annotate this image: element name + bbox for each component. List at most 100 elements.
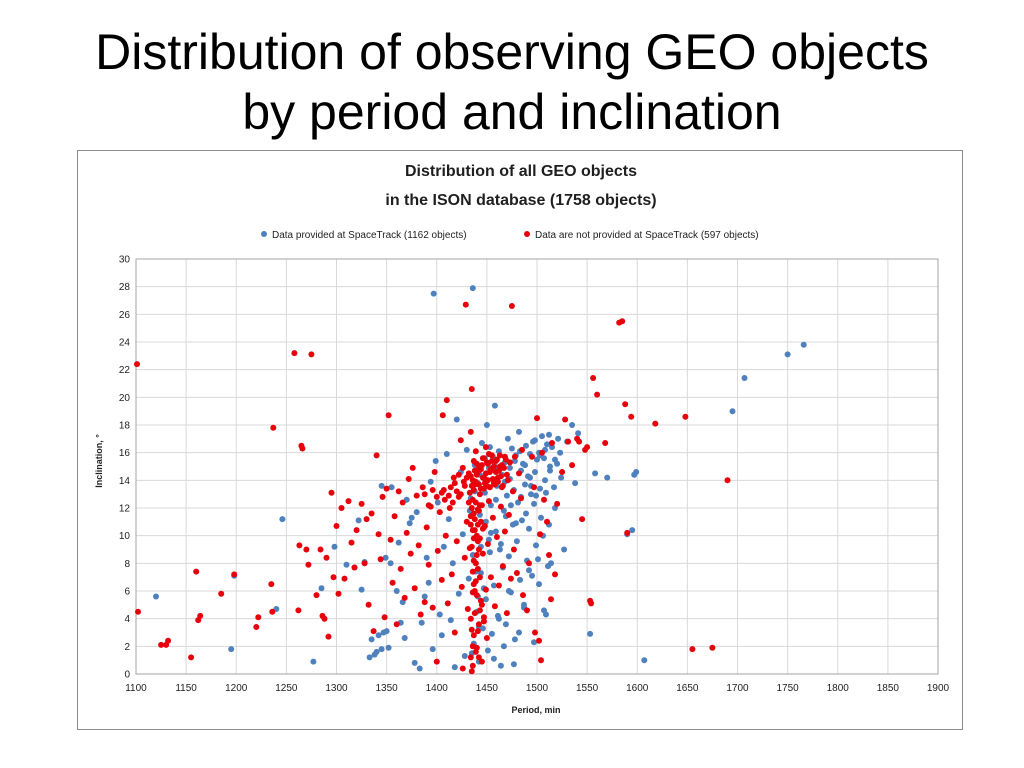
data-point: [558, 474, 565, 481]
data-point: [416, 665, 423, 672]
data-point: [308, 351, 315, 358]
data-point: [526, 525, 532, 532]
data-point: [724, 477, 731, 484]
data-point: [471, 516, 478, 523]
series-not-spacetrack: [134, 301, 731, 675]
data-point: [375, 632, 382, 639]
data-point: [709, 644, 716, 651]
data-point: [490, 655, 497, 662]
data-point: [533, 492, 539, 499]
data-point: [529, 453, 535, 460]
data-point: [533, 542, 539, 549]
x-tick-label: 1150: [175, 683, 197, 694]
x-tick-label: 1400: [426, 683, 449, 694]
data-point: [619, 318, 626, 325]
data-point: [395, 539, 402, 546]
data-point: [497, 503, 504, 510]
data-point: [449, 560, 456, 567]
data-point: [403, 529, 410, 536]
data-point: [503, 471, 510, 478]
data-point: [317, 546, 324, 553]
data-point: [549, 440, 555, 446]
data-point: [270, 424, 277, 431]
data-point: [385, 644, 392, 651]
data-point: [484, 647, 491, 654]
data-point: [682, 413, 689, 420]
data-point: [531, 484, 537, 491]
data-point: [475, 546, 482, 553]
data-point: [323, 554, 330, 561]
data-point: [536, 581, 542, 588]
data-point: [641, 657, 648, 664]
series-spacetrack: [153, 285, 807, 672]
data-point: [474, 565, 481, 572]
data-point: [461, 482, 468, 489]
data-point: [463, 474, 470, 481]
data-point: [373, 648, 380, 655]
data-point: [458, 583, 465, 590]
data-point: [153, 593, 159, 600]
data-point: [405, 476, 412, 482]
data-point: [587, 630, 594, 637]
data-point: [188, 654, 195, 661]
data-point: [516, 629, 522, 636]
data-point: [488, 458, 495, 464]
data-point: [522, 481, 528, 488]
data-point: [541, 496, 547, 503]
data-point: [451, 664, 458, 671]
x-tick-label: 1500: [526, 683, 549, 694]
data-point: [506, 459, 513, 466]
data-point: [321, 615, 328, 622]
data-point: [569, 462, 576, 469]
data-point: [134, 361, 140, 368]
data-point: [554, 500, 561, 507]
data-point: [511, 458, 518, 464]
x-tick-label: 1800: [827, 683, 850, 694]
y-tick-label: 0: [124, 670, 130, 681]
data-point: [633, 469, 640, 475]
data-point: [478, 440, 485, 446]
data-point: [500, 507, 507, 514]
data-point: [470, 487, 477, 493]
data-point: [363, 516, 370, 523]
data-point: [628, 413, 635, 420]
data-point: [562, 416, 569, 423]
data-point: [501, 528, 508, 535]
data-point: [475, 654, 482, 661]
data-point: [373, 452, 380, 459]
data-point: [483, 422, 490, 428]
data-point: [255, 614, 262, 621]
y-axis-title: Inclination, °: [94, 434, 104, 488]
data-point: [353, 527, 360, 534]
data-point: [291, 350, 298, 357]
data-point: [447, 484, 454, 491]
data-point: [483, 635, 490, 641]
data-point: [505, 553, 512, 560]
data-point: [444, 600, 451, 607]
data-point: [488, 630, 495, 637]
data-point: [465, 575, 472, 582]
data-point: [584, 444, 591, 451]
data-point: [557, 449, 564, 456]
data-point: [425, 561, 432, 568]
data-point: [333, 523, 340, 529]
data-point: [538, 657, 544, 664]
data-point: [375, 531, 382, 538]
data-point: [523, 510, 529, 517]
data-point: [485, 451, 492, 457]
data-point: [502, 621, 509, 628]
data-point: [489, 476, 496, 482]
slide-title-line-2: by period and inclination: [242, 84, 782, 140]
data-point: [491, 402, 498, 409]
slide-title: Distribution of observing GEO objects by…: [0, 22, 1024, 142]
x-tick-label: 1700: [726, 683, 749, 694]
data-point: [504, 435, 511, 442]
data-point: [518, 495, 524, 502]
data-point: [295, 607, 302, 614]
data-point: [461, 653, 468, 659]
data-point: [468, 543, 475, 550]
data-point: [383, 628, 390, 635]
data-point: [413, 492, 420, 499]
data-point: [467, 615, 474, 622]
chart-title-line-2: in the ISON database (1758 objects): [385, 192, 656, 209]
